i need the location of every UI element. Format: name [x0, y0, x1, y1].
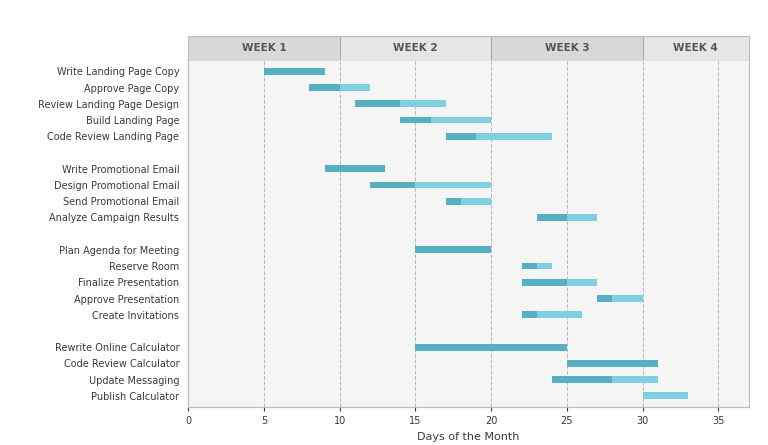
Bar: [521, 263, 552, 270]
Bar: [264, 68, 325, 75]
Bar: [355, 101, 400, 107]
Bar: [370, 182, 415, 188]
Bar: [445, 198, 492, 205]
Bar: [445, 133, 552, 140]
Bar: [598, 295, 643, 302]
Bar: [521, 279, 598, 286]
Bar: [415, 344, 567, 351]
Bar: [552, 376, 658, 383]
Bar: [310, 84, 370, 91]
Bar: [415, 247, 492, 253]
Text: WEEK 2: WEEK 2: [393, 43, 438, 53]
Bar: [339, 60, 492, 407]
Bar: [598, 295, 612, 302]
Text: WEEK 4: WEEK 4: [674, 43, 718, 53]
Bar: [264, 68, 325, 75]
Bar: [643, 392, 688, 399]
Bar: [492, 60, 643, 407]
Bar: [370, 182, 492, 188]
Bar: [567, 360, 658, 367]
Bar: [445, 198, 461, 205]
Bar: [445, 133, 476, 140]
Bar: [310, 84, 339, 91]
Bar: [188, 60, 339, 407]
Bar: [521, 263, 537, 270]
Bar: [537, 214, 598, 221]
Bar: [325, 166, 385, 172]
Text: WEEK 3: WEEK 3: [545, 43, 589, 53]
Text: WEEK 1: WEEK 1: [242, 43, 286, 53]
Bar: [400, 117, 492, 124]
Bar: [415, 344, 567, 351]
X-axis label: Days of the Month: Days of the Month: [417, 432, 520, 442]
Bar: [400, 117, 431, 124]
Bar: [567, 360, 658, 367]
Bar: [521, 312, 537, 318]
Bar: [521, 279, 567, 286]
Bar: [643, 60, 749, 407]
Bar: [537, 214, 567, 221]
Bar: [415, 247, 492, 253]
Bar: [325, 166, 385, 172]
Bar: [552, 376, 612, 383]
Bar: [521, 312, 582, 318]
Bar: [355, 101, 445, 107]
